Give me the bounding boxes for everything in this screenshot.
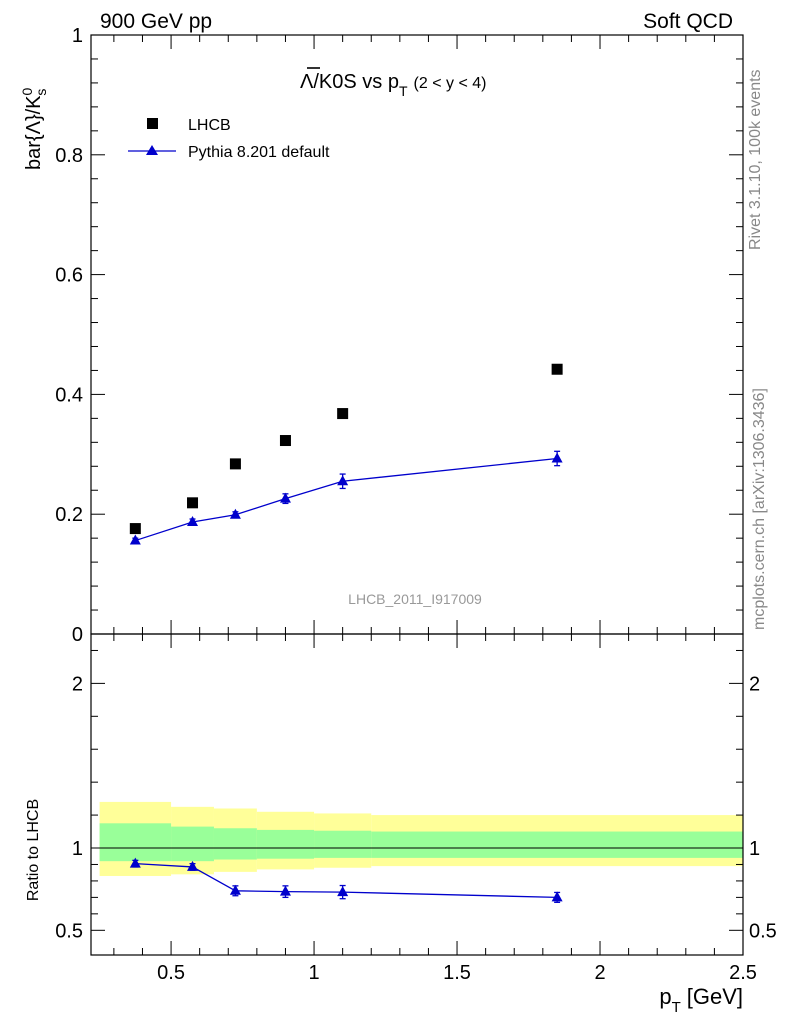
data-point	[337, 408, 349, 420]
plot-title-main: Λ/K0S vs p	[300, 71, 399, 93]
ratio-ytick-label-left: 1	[72, 838, 83, 860]
ratio-mc-point	[129, 857, 141, 868]
ratio-uncertainty-bands	[99, 801, 743, 876]
side-rivet-text: Rivet 3.1.10, 100k events	[747, 69, 764, 250]
ratio-ytick-label-right: 2	[749, 673, 760, 695]
header-left: 900 GeV pp	[100, 10, 212, 33]
analysis-watermark: LHCB_2011_I917009	[348, 591, 482, 607]
side-mcplots-text: mcplots.cern.ch [arXiv:1306.3436]	[751, 388, 768, 630]
main-ytick-label: 1	[72, 25, 83, 47]
ratio-mc-point	[229, 884, 241, 895]
mc-point	[551, 452, 563, 463]
mc-point	[187, 515, 199, 526]
main-ylabel: bar{Λ}/K0s	[19, 87, 49, 170]
x-tick-label: 2	[594, 962, 605, 984]
x-axis-label-unit: [GeV]	[687, 984, 743, 1009]
legend-mc-marker	[146, 145, 158, 155]
ratio-y-ticks: 2 2 1 1 0.5 0.5	[55, 649, 777, 942]
legend-data-marker	[147, 118, 158, 129]
ratio-ytick-label-left: 2	[72, 673, 83, 695]
ratio-band-inner	[213, 828, 257, 860]
mc-point	[337, 475, 349, 486]
plot-title-sub: T	[399, 83, 408, 99]
main-x-ticks	[113, 35, 744, 634]
main-ytick-label: 0.6	[55, 265, 83, 287]
x-axis-label-main: p	[659, 984, 671, 1009]
main-ytick-label: 0	[72, 624, 83, 646]
mc-point	[229, 508, 241, 519]
ratio-frame-border	[90, 633, 744, 956]
ratio-mc-point	[187, 860, 199, 871]
data-point	[129, 523, 141, 535]
x-axis-label-sub: T	[672, 999, 681, 1016]
ratio-band-inner	[371, 831, 743, 858]
ratio-ytick-label-right: 1	[749, 838, 760, 860]
ratio-panel: 2 2 1 1 0.5 0.5 0.5 1 1.5 2 2.5	[55, 633, 777, 984]
ratio-ytick-label-right: 0.5	[749, 920, 777, 942]
legend-data-label: LHCB	[188, 117, 231, 134]
ratio-ytick-label-left: 0.5	[55, 920, 83, 942]
legend: LHCB Pythia 8.201 default	[128, 117, 330, 161]
ratio-band-inner	[314, 830, 372, 858]
main-ylabel-sub: s	[33, 89, 49, 96]
header-right: Soft QCD	[643, 10, 733, 33]
main-ylabel-text: bar{Λ}/K	[23, 95, 45, 170]
data-point	[279, 435, 291, 447]
ratio-mc-point	[551, 891, 563, 902]
mc-point	[129, 534, 141, 545]
plot-title-range: (2 < y < 4)	[414, 75, 487, 92]
ratio-data-marks	[129, 857, 563, 903]
legend-mc-label: Pythia 8.201 default	[188, 144, 330, 161]
mc-point	[279, 492, 291, 503]
plot-title: Λ/K0S vs pT (2 < y < 4)	[300, 71, 486, 99]
x-tick-label: 1.5	[443, 962, 471, 984]
ratio-mc-point	[279, 885, 291, 896]
ratio-mc-point	[337, 886, 349, 897]
ratio-band-inner	[171, 826, 214, 862]
data-point	[229, 458, 241, 470]
main-ylabel-sup: 0	[19, 87, 35, 95]
main-y-ticks: 0 0.2 0.4 0.6 0.8 1	[55, 25, 743, 646]
main-panel: 0 0.2 0.4 0.6 0.8 1	[55, 25, 744, 646]
data-point	[551, 363, 563, 375]
ratio-plot-frame	[90, 633, 744, 956]
x-axis-label: pT [GeV]	[659, 984, 743, 1016]
x-tick-label: 2.5	[729, 962, 757, 984]
ratio-band-inner	[99, 823, 172, 862]
main-ytick-label: 0.8	[55, 145, 83, 167]
main-ytick-label: 0.4	[55, 384, 83, 406]
x-tick-label: 0.5	[157, 962, 185, 984]
x-tick-label: 1	[308, 962, 319, 984]
ratio-band-inner	[256, 829, 315, 859]
data-point	[187, 497, 199, 509]
ratio-mc-line	[135, 862, 558, 899]
main-ytick-label: 0.2	[55, 504, 83, 526]
ratio-ylabel: Ratio to LHCB	[25, 799, 42, 901]
ratio-x-ticks: 0.5 1 1.5 2 2.5	[113, 634, 757, 984]
main-data-marks	[129, 363, 563, 545]
mc-series-line	[135, 457, 558, 542]
